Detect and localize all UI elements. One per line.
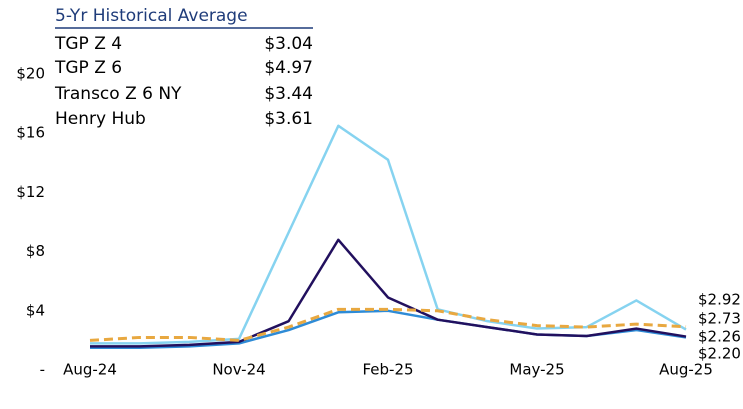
legend-average: $3.61 [264, 109, 313, 129]
legend-name: TGP Z 4 [54, 34, 122, 54]
legend-average: $3.44 [264, 84, 313, 104]
legend-title: 5-Yr Historical Average [55, 6, 248, 26]
series-line [90, 238, 687, 348]
legend-name: TGP Z 6 [54, 58, 122, 78]
series-line [89, 307, 687, 342]
legend-name: Henry Hub [55, 109, 146, 129]
x-tick-label: Feb-25 [362, 361, 413, 379]
legend-average: $3.04 [264, 34, 313, 54]
series-line [90, 124, 687, 345]
end-value-label: $2.92 [698, 291, 741, 309]
legend-average: $4.97 [264, 58, 313, 78]
y-tick-label: $12 [16, 183, 45, 201]
y-tick-label: $16 [16, 124, 45, 142]
x-tick-label: Aug-25 [659, 361, 713, 379]
y-tick-label: - [40, 361, 45, 379]
y-tick-label: $8 [26, 242, 45, 260]
end-value-label: $2.73 [698, 310, 741, 328]
x-tick-label: May-25 [509, 361, 564, 379]
y-tick-label: $4 [26, 301, 45, 319]
y-tick-label: $20 [16, 65, 45, 83]
x-tick-label: Aug-24 [63, 361, 117, 379]
legend-name: Transco Z 6 NY [54, 84, 182, 104]
end-value-label: $2.26 [698, 328, 741, 346]
end-value-label: $2.20 [698, 345, 741, 363]
x-tick-label: Nov-24 [212, 361, 265, 379]
